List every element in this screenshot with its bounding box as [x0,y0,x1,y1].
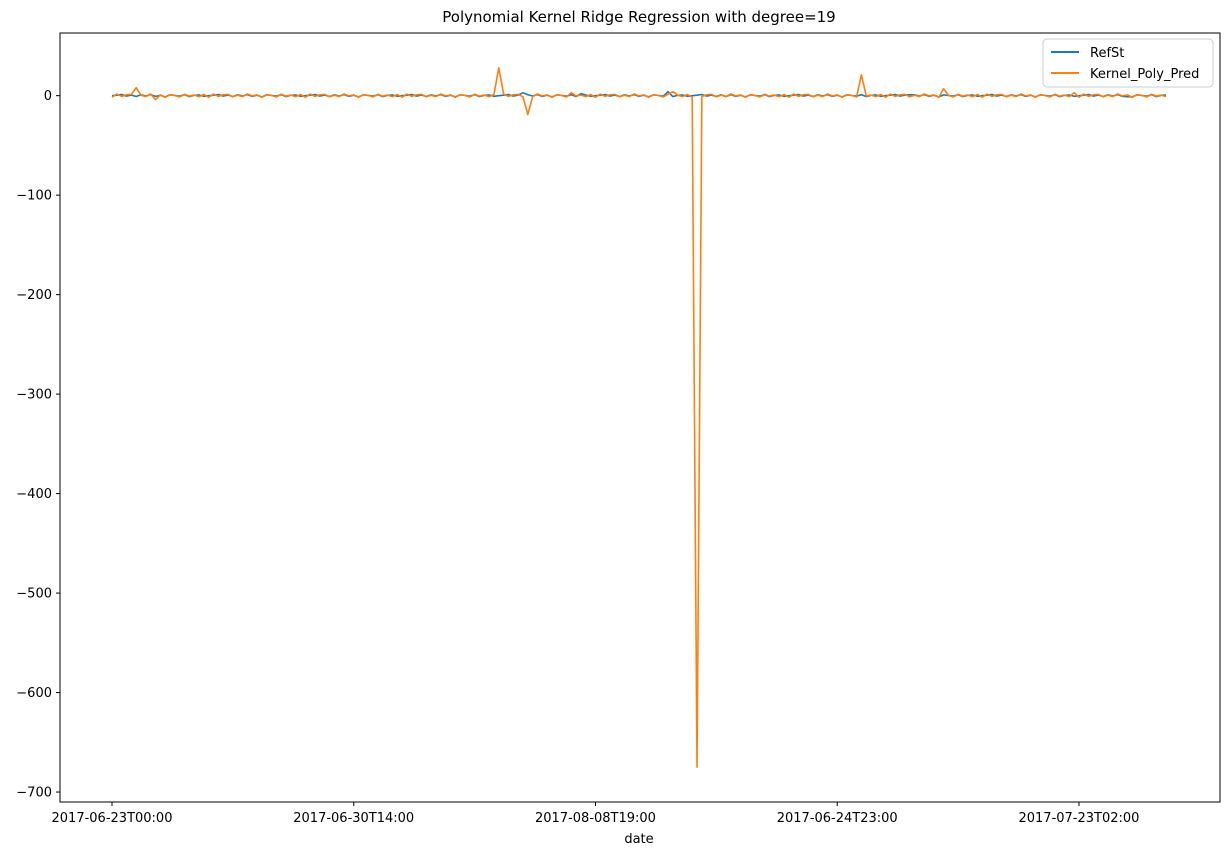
y-tick-label: −700 [16,786,52,801]
chart-title: Polynomial Kernel Ridge Regression with … [442,8,835,26]
x-tick-label: 2017-08-08T19:00 [535,811,656,826]
plot-frame [59,32,1221,803]
legend: RefSt Kernel_Poly_Pred [1042,38,1214,88]
legend-box [1042,38,1214,88]
y-tick-label: 0 [44,89,52,104]
x-tick-label: 2017-07-23T02:00 [1018,811,1139,826]
x-tick-label: 2017-06-23T00:00 [52,811,173,826]
y-tick-label: −200 [16,288,52,303]
y-tick-label: −400 [16,487,52,502]
x-tick-label: 2017-06-30T14:00 [293,811,414,826]
y-tick-label: −600 [16,686,52,701]
x-axis-label: date [624,832,653,847]
series-line-kernel-poly-pred [111,67,1167,768]
y-axis: 0 −100 −200 −300 −400 −500 −600 −700 [16,89,60,801]
y-tick-label: −300 [16,388,52,403]
x-axis: 2017-06-23T00:00 2017-06-30T14:00 2017-08-… [52,802,1139,826]
legend-label-refst: RefSt [1090,46,1124,61]
plot-lines [111,67,1167,768]
y-tick-label: −100 [16,189,52,204]
legend-label-kernel-poly-pred: Kernel_Poly_Pred [1090,67,1199,82]
x-tick-label: 2017-06-24T23:00 [777,811,898,826]
y-tick-label: −500 [16,587,52,602]
